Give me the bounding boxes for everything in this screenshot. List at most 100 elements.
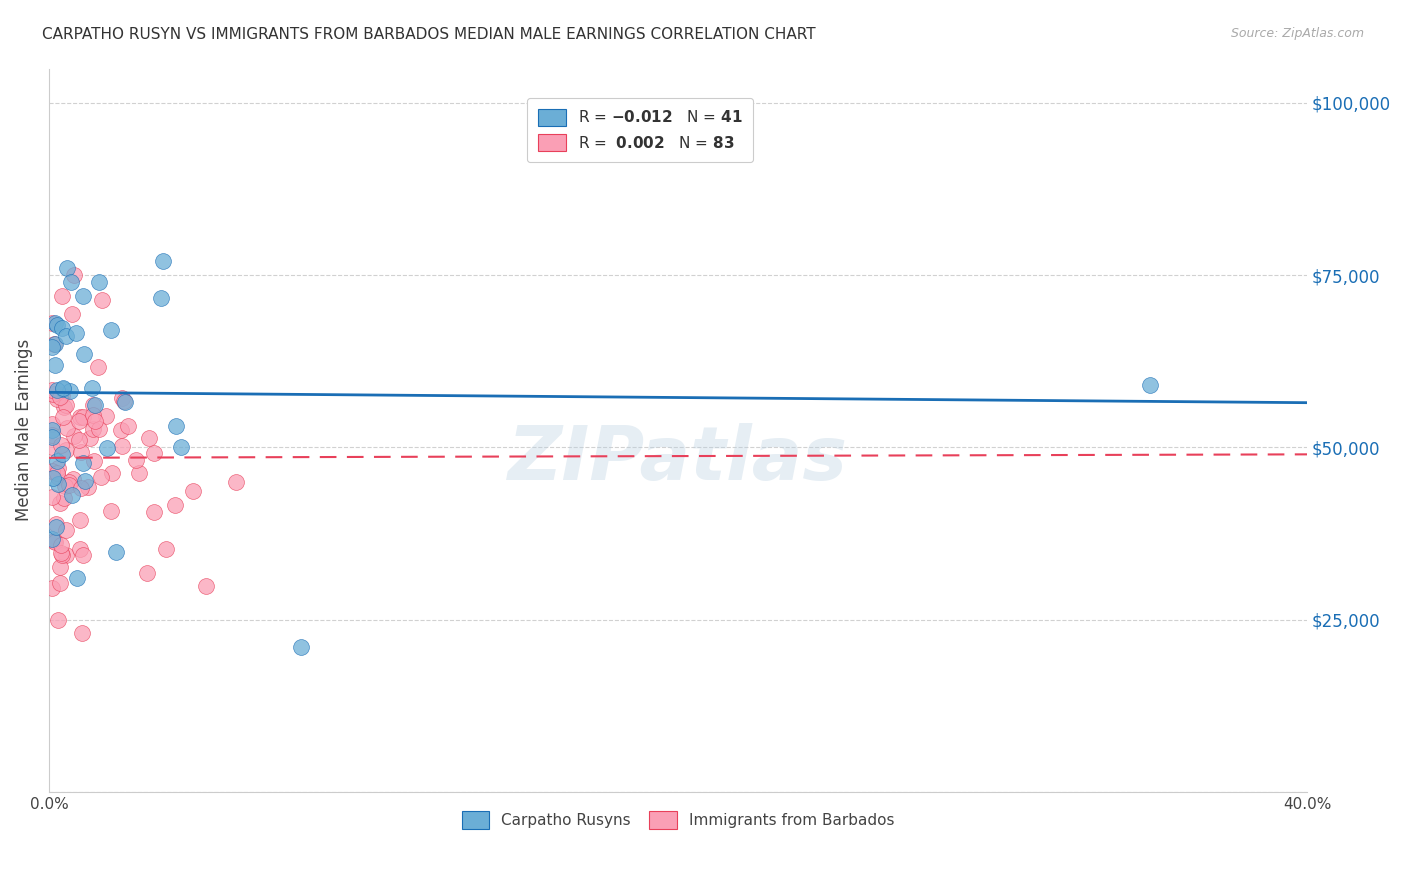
Point	[51, 388, 73, 402]
Point	[41, 532, 63, 546]
Point	[49, 496, 72, 510]
Point	[128, 467, 150, 481]
Point	[41, 383, 63, 397]
Point	[58, 475, 80, 490]
Point	[143, 505, 166, 519]
Point	[72, 456, 94, 470]
Point	[55, 261, 77, 276]
Point	[42, 337, 65, 351]
Point	[72, 289, 94, 303]
Point	[55, 548, 77, 562]
Point	[96, 409, 118, 423]
Point	[51, 447, 73, 461]
Point	[49, 576, 72, 591]
Point	[41, 428, 63, 442]
Point	[67, 433, 90, 447]
Point	[52, 380, 75, 394]
Point	[163, 498, 186, 512]
Point	[51, 289, 73, 303]
Point	[90, 469, 112, 483]
Point	[165, 419, 187, 434]
Point	[69, 481, 91, 495]
Point	[79, 431, 101, 445]
Point	[112, 394, 135, 409]
Point	[111, 439, 134, 453]
Point	[69, 513, 91, 527]
Point	[150, 292, 173, 306]
Text: Source: ZipAtlas.com: Source: ZipAtlas.com	[1230, 27, 1364, 40]
Point	[84, 398, 107, 412]
Point	[60, 488, 83, 502]
Text: ZIPatlas: ZIPatlas	[508, 423, 848, 496]
Point	[152, 254, 174, 268]
Point	[138, 431, 160, 445]
Point	[52, 382, 75, 396]
Point	[49, 546, 72, 560]
Point	[55, 443, 77, 458]
Point	[105, 545, 128, 559]
Point	[82, 409, 104, 423]
Point	[136, 566, 159, 580]
Point	[45, 392, 67, 407]
Point	[53, 479, 76, 493]
Point	[49, 537, 72, 551]
Point	[87, 422, 110, 436]
Point	[155, 541, 177, 556]
Point	[41, 423, 63, 437]
Point	[41, 464, 63, 478]
Point	[48, 613, 70, 627]
Point	[44, 317, 66, 331]
Point	[77, 480, 100, 494]
Point	[59, 384, 82, 398]
Point	[100, 323, 122, 337]
Point	[51, 438, 73, 452]
Point	[170, 440, 193, 454]
Point	[52, 491, 75, 506]
Point	[45, 454, 67, 468]
Point	[87, 360, 110, 375]
Point	[290, 640, 312, 655]
Point	[45, 318, 67, 333]
Point	[100, 504, 122, 518]
Point	[67, 415, 90, 429]
Point	[41, 340, 63, 354]
Point	[183, 484, 205, 499]
Point	[91, 293, 114, 308]
Point	[69, 541, 91, 556]
Point	[82, 380, 104, 394]
Point	[44, 535, 66, 549]
Y-axis label: Median Male Earnings: Median Male Earnings	[15, 339, 32, 521]
Point	[62, 268, 84, 283]
Point	[42, 471, 65, 485]
Point	[51, 320, 73, 334]
Point	[59, 275, 82, 289]
Point	[46, 469, 69, 483]
Point	[58, 478, 80, 492]
Point	[55, 524, 77, 538]
Point	[110, 391, 132, 405]
Point	[82, 422, 104, 436]
Point	[41, 317, 63, 331]
Point	[41, 491, 63, 505]
Point	[42, 533, 65, 548]
Point	[72, 548, 94, 562]
Point	[69, 409, 91, 424]
Point	[70, 444, 93, 458]
Point	[70, 626, 93, 640]
Point	[101, 466, 124, 480]
Point	[55, 399, 77, 413]
Point	[46, 460, 69, 475]
Point	[51, 548, 73, 562]
Point	[52, 409, 75, 424]
Point	[41, 417, 63, 431]
Point	[53, 400, 76, 414]
Point	[117, 419, 139, 434]
Point	[66, 571, 89, 585]
Point	[44, 337, 66, 351]
Point	[60, 307, 83, 321]
Point	[195, 579, 218, 593]
Point	[49, 390, 72, 404]
Point	[73, 347, 96, 361]
Point	[62, 472, 84, 486]
Point	[41, 429, 63, 443]
